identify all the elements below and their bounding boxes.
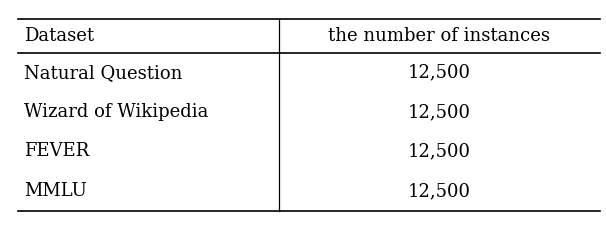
Text: Dataset: Dataset <box>24 27 95 45</box>
Text: FEVER: FEVER <box>24 143 90 161</box>
Text: the number of instances: the number of instances <box>328 27 550 45</box>
Text: 12,500: 12,500 <box>408 182 471 200</box>
Text: 12,500: 12,500 <box>408 103 471 121</box>
Text: MMLU: MMLU <box>24 182 87 200</box>
Text: Natural Question: Natural Question <box>24 64 182 82</box>
Text: Wizard of Wikipedia: Wizard of Wikipedia <box>24 103 208 121</box>
Text: 12,500: 12,500 <box>408 64 471 82</box>
Text: 12,500: 12,500 <box>408 143 471 161</box>
